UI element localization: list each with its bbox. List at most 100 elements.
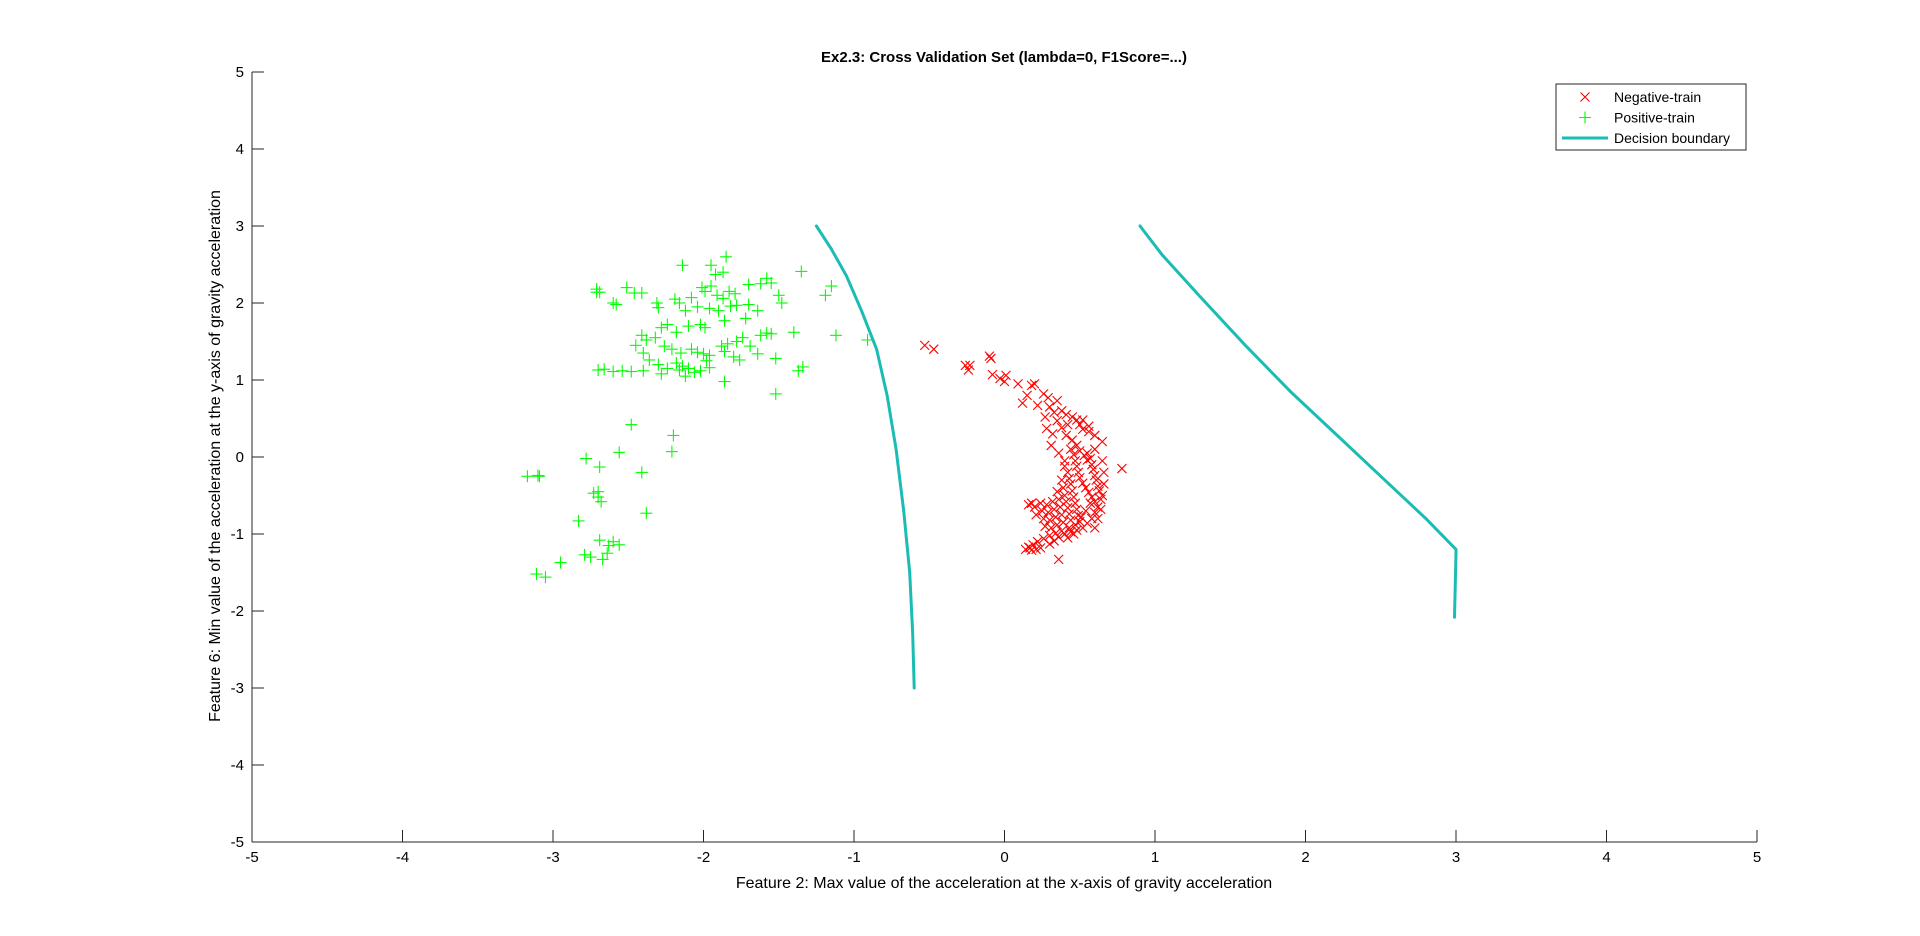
data-point-negative	[1062, 419, 1073, 430]
data-point-negative	[1070, 519, 1081, 530]
x-tick-label: 1	[1151, 849, 1159, 866]
data-point-negative	[1044, 515, 1055, 526]
marker-stroke	[1077, 424, 1088, 435]
marker-stroke	[1038, 533, 1049, 544]
marker-stroke	[1046, 522, 1057, 533]
data-point-positive	[601, 547, 614, 560]
x-tick-label: 5	[1753, 849, 1761, 866]
marker-stroke	[1049, 504, 1060, 515]
marker-stroke	[1074, 472, 1085, 483]
marker-stroke	[1050, 512, 1061, 522]
data-point-positive	[718, 314, 731, 327]
chart-title: Ex2.3: Cross Validation Set (lambda=0, F…	[821, 49, 1187, 66]
data-point-positive	[655, 367, 668, 380]
legend: Negative-train Positive-train Decision bou…	[1555, 83, 1747, 151]
data-point-positive	[670, 326, 683, 339]
data-point-positive	[720, 250, 733, 263]
data-point-negative	[1089, 522, 1100, 533]
data-point-negative	[987, 369, 998, 380]
marker-stroke	[1056, 526, 1067, 536]
data-point-negative	[1052, 486, 1063, 497]
decision-boundary-curve-1	[814, 224, 916, 690]
data-point-positive	[649, 331, 662, 344]
x-tick-label: -4	[396, 849, 409, 866]
y-tick-label: 3	[236, 218, 244, 235]
data-point-positive	[772, 289, 785, 302]
data-point-negative	[1040, 521, 1051, 532]
data-point-negative	[1047, 496, 1058, 507]
data-point-negative	[1038, 533, 1049, 544]
data-point-positive	[736, 331, 749, 344]
data-point-positive	[729, 287, 742, 300]
marker-stroke	[1083, 421, 1094, 432]
data-point-negative	[1056, 526, 1067, 536]
data-point-negative	[1046, 440, 1057, 451]
marker-stroke	[1082, 455, 1093, 465]
data-point-positive	[635, 466, 648, 479]
y-tick-label: 1	[236, 372, 244, 389]
marker-stroke	[1082, 448, 1093, 459]
data-point-positive	[596, 553, 609, 566]
marker-stroke	[928, 344, 939, 355]
data-point-negative	[1049, 407, 1060, 418]
data-point-positive	[699, 321, 712, 334]
marker-stroke	[1035, 498, 1046, 509]
data-point-positive	[751, 304, 764, 317]
marker-stroke	[1062, 419, 1073, 430]
data-point-positive	[637, 364, 650, 377]
data-point-positive	[673, 363, 686, 376]
data-point-positive	[539, 571, 552, 584]
marker-stroke	[1044, 530, 1055, 541]
marker-stroke	[1085, 498, 1096, 509]
x-tick-label: 2	[1301, 849, 1309, 866]
data-point-negative	[1035, 498, 1046, 509]
data-point-positive	[643, 353, 656, 366]
data-point-positive	[607, 297, 620, 309]
marker-stroke	[1056, 475, 1067, 485]
marker-stroke	[1046, 440, 1057, 451]
data-point-negative	[995, 373, 1005, 384]
marker-stroke	[1080, 482, 1091, 493]
plot-area	[521, 224, 1458, 690]
marker-stroke	[1089, 507, 1100, 518]
marker-stroke	[1097, 455, 1108, 466]
marker-stroke	[919, 340, 930, 351]
x-tick-label: -5	[245, 849, 258, 866]
data-point-positive	[685, 291, 698, 304]
data-point-negative	[1077, 522, 1088, 533]
x-tick-label: 3	[1452, 849, 1460, 866]
marker-stroke	[1067, 435, 1078, 445]
x-tick-label: 0	[1000, 849, 1008, 866]
legend-label: Decision boundary	[1614, 130, 1730, 146]
marker-stroke	[1094, 485, 1105, 496]
series-negative-train	[919, 340, 1127, 565]
data-point-negative	[1062, 467, 1073, 478]
x-tick-label: -3	[546, 849, 559, 866]
data-point-positive	[593, 534, 606, 547]
data-point-negative	[1089, 444, 1100, 455]
data-point-negative	[1026, 380, 1037, 391]
marker-stroke	[1064, 473, 1075, 484]
marker-stroke	[1117, 463, 1127, 474]
marker-stroke	[1068, 529, 1079, 539]
marker-stroke	[1055, 502, 1066, 512]
data-point-negative	[999, 376, 1010, 387]
data-point-negative	[1073, 510, 1084, 521]
data-point-positive	[674, 347, 687, 360]
marker-stroke	[1020, 544, 1031, 555]
data-point-negative	[1071, 525, 1082, 536]
data-point-negative	[1067, 485, 1078, 496]
data-point-negative	[1095, 504, 1106, 515]
marker-stroke	[1058, 517, 1069, 528]
data-point-positive	[787, 326, 800, 339]
legend-label: Positive-train	[1614, 110, 1695, 126]
legend-marker-negative	[1580, 92, 1590, 102]
marker-stroke	[1097, 490, 1108, 501]
marker-stroke	[1026, 498, 1037, 509]
marker-stroke	[1077, 415, 1088, 425]
data-point-negative	[1085, 498, 1096, 509]
data-point-negative	[1097, 455, 1108, 466]
data-point-negative	[1052, 395, 1063, 406]
data-point-positive	[730, 335, 743, 348]
